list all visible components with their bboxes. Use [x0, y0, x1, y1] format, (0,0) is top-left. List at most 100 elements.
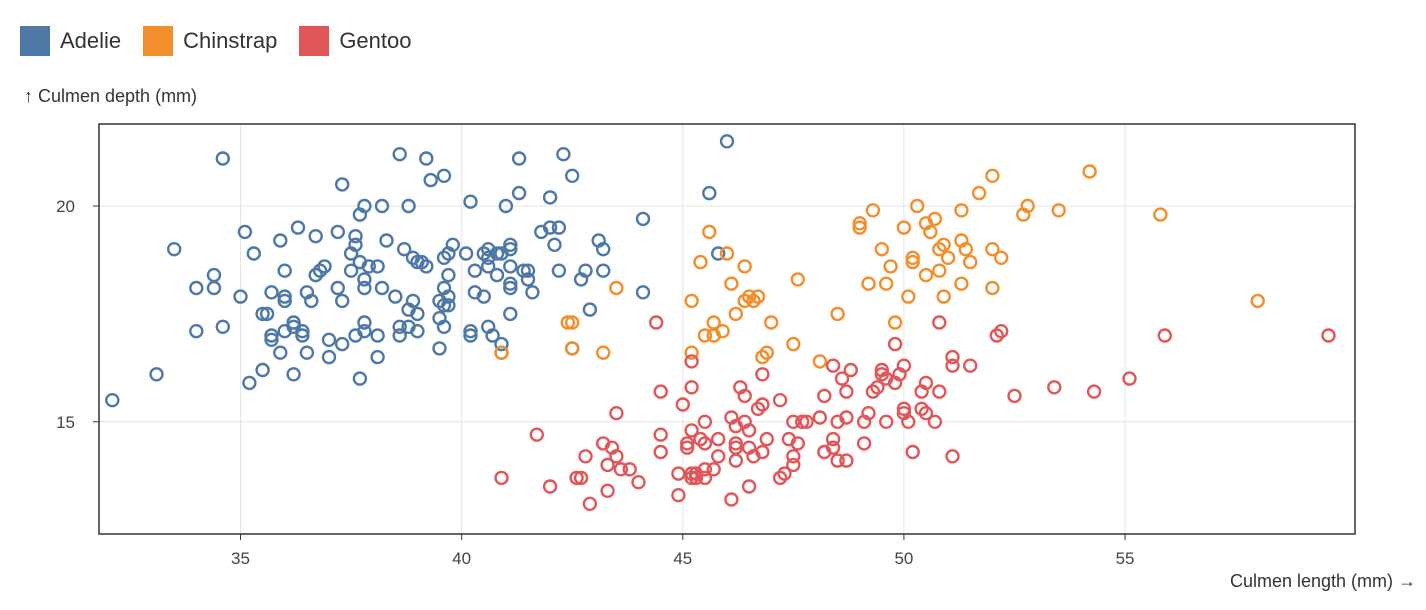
point-gentoo — [865, 384, 881, 399]
point-gentoo — [1007, 388, 1022, 404]
point-adelie — [520, 263, 536, 278]
point-gentoo — [874, 367, 889, 382]
point-gentoo — [901, 414, 916, 429]
point-adelie — [711, 246, 726, 261]
point-gentoo — [932, 384, 947, 399]
point-gentoo — [825, 440, 841, 455]
point-adelie — [189, 324, 204, 339]
point-chinstrap — [560, 315, 575, 330]
point-gentoo — [653, 427, 668, 442]
point-gentoo — [684, 466, 699, 481]
point-adelie — [463, 324, 478, 339]
axes: 35 40 45 50 55 15 20 — [56, 197, 1134, 568]
point-chinstrap — [737, 259, 752, 274]
y-tick-label-15: 15 — [56, 413, 75, 432]
point-gentoo — [529, 427, 544, 442]
point-gentoo — [945, 449, 960, 464]
point-gentoo — [830, 453, 845, 468]
point-chinstrap — [954, 276, 969, 291]
point-adelie — [189, 280, 204, 296]
plot-frame — [98, 123, 1356, 535]
point-adelie — [299, 345, 315, 360]
point-gentoo — [600, 457, 615, 473]
point-gentoo — [684, 423, 699, 438]
point-gentoo — [963, 358, 978, 373]
point-adelie — [379, 233, 394, 248]
point-adelie — [432, 341, 447, 356]
point-gentoo — [918, 406, 934, 421]
point-chinstrap — [830, 306, 845, 322]
point-adelie — [357, 198, 372, 214]
point-adelie — [485, 328, 500, 343]
point-gentoo — [918, 375, 934, 391]
point-chinstrap — [985, 241, 1000, 257]
point-gentoo — [711, 449, 726, 464]
point-gentoo — [927, 414, 943, 429]
point-adelie — [481, 259, 496, 274]
point-adelie — [317, 259, 332, 274]
point-adelie — [441, 298, 456, 313]
point-gentoo — [755, 367, 770, 382]
point-adelie — [458, 246, 474, 261]
point-chinstrap — [963, 254, 978, 270]
point-adelie — [166, 241, 182, 257]
point-adelie — [436, 168, 452, 184]
point-chinstrap — [684, 345, 699, 360]
point-chinstrap — [940, 250, 956, 265]
point-adelie — [542, 190, 558, 205]
point-adelie — [304, 293, 319, 309]
point-adelie — [255, 306, 270, 322]
point-adelie — [489, 267, 505, 283]
point-adelie — [503, 241, 518, 257]
point-gentoo — [861, 406, 876, 421]
point-adelie — [556, 146, 571, 162]
point-adelie — [206, 267, 222, 283]
point-adelie — [547, 237, 562, 253]
point-adelie — [511, 185, 527, 201]
point-gentoo — [728, 453, 743, 468]
point-adelie — [503, 276, 518, 291]
point-gentoo — [711, 431, 726, 447]
point-chinstrap — [896, 220, 912, 235]
point-adelie — [149, 367, 164, 382]
point-adelie — [635, 211, 651, 227]
point-adelie — [423, 172, 438, 188]
point-chinstrap — [936, 237, 951, 253]
point-gentoo — [728, 436, 743, 451]
point-adelie — [463, 194, 478, 209]
point-adelie — [290, 220, 306, 235]
x-tick-label-35: 35 — [231, 549, 250, 568]
point-chinstrap — [958, 241, 973, 257]
point-chinstrap — [861, 276, 876, 291]
point-gentoo — [609, 449, 624, 464]
point-chinstrap — [954, 203, 969, 218]
point-adelie — [286, 315, 301, 330]
point-gentoo — [750, 401, 766, 416]
point-adelie — [392, 146, 407, 162]
point-adelie — [503, 280, 518, 296]
point-gentoo — [609, 406, 624, 421]
point-adelie — [233, 289, 248, 304]
point-chinstrap — [874, 241, 889, 257]
point-adelie — [702, 185, 717, 201]
point-adelie — [321, 349, 337, 365]
point-gentoo — [578, 449, 593, 464]
legend-swatch-gentoo — [299, 26, 330, 56]
point-chinstrap — [693, 254, 708, 270]
point-adelie — [635, 285, 651, 300]
point-gentoo — [697, 470, 713, 486]
point-adelie — [436, 250, 452, 265]
point-adelie — [463, 328, 478, 343]
point-gentoo — [693, 431, 708, 447]
point-gentoo — [755, 444, 770, 460]
point-adelie — [401, 198, 416, 214]
point-gentoo — [688, 470, 704, 486]
point-gentoo — [724, 492, 739, 507]
point-adelie — [494, 336, 509, 352]
point-adelie — [525, 285, 540, 300]
point-adelie — [273, 233, 288, 248]
point-chinstrap — [728, 306, 743, 322]
point-adelie — [503, 237, 518, 253]
point-chinstrap — [910, 198, 925, 214]
point-gentoo — [680, 440, 695, 455]
